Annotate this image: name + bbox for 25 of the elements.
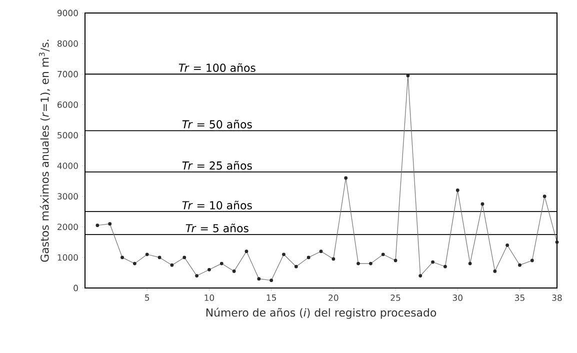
x-tick-label: 38 <box>552 294 562 301</box>
y-tick-label: 5000 <box>58 132 78 138</box>
annotation: Tr = 25 años <box>182 161 252 170</box>
annotation: Tr = 10 años <box>182 200 252 210</box>
x-tick-label: 30 <box>452 294 462 301</box>
y-tick-label: 8000 <box>58 40 78 47</box>
y-tick-label: 3000 <box>58 193 78 200</box>
y-tick-label: 6000 <box>58 101 78 108</box>
x-tick-label: 20 <box>328 294 338 301</box>
x-tick-label: 25 <box>390 294 400 301</box>
y-tick-label: 0 <box>74 284 78 292</box>
y-axis-title: Gastos máximos anuales (r=1), en m$^{3}$/s. <box>39 40 50 262</box>
y-tick-label: 7000 <box>58 70 78 78</box>
y-tick-label: 4000 <box>57 162 78 169</box>
x-tick-label: 10 <box>204 294 214 301</box>
annotation: Tr = 100 años <box>178 63 256 72</box>
y-tick-label: 2000 <box>58 224 78 230</box>
x-tick-label: 35 <box>514 294 524 301</box>
annotation: Tr = 50 años <box>182 120 252 128</box>
y-tick-label: 1000 <box>58 254 78 261</box>
y-tick-label: 9000 <box>57 10 78 16</box>
x-axis-title: Número de años (i) del registro procesado <box>206 308 436 319</box>
x-tick-label: 15 <box>266 294 276 301</box>
annotation: Tr = 5 años <box>186 224 248 232</box>
x-tick-label: 5 <box>145 294 150 301</box>
